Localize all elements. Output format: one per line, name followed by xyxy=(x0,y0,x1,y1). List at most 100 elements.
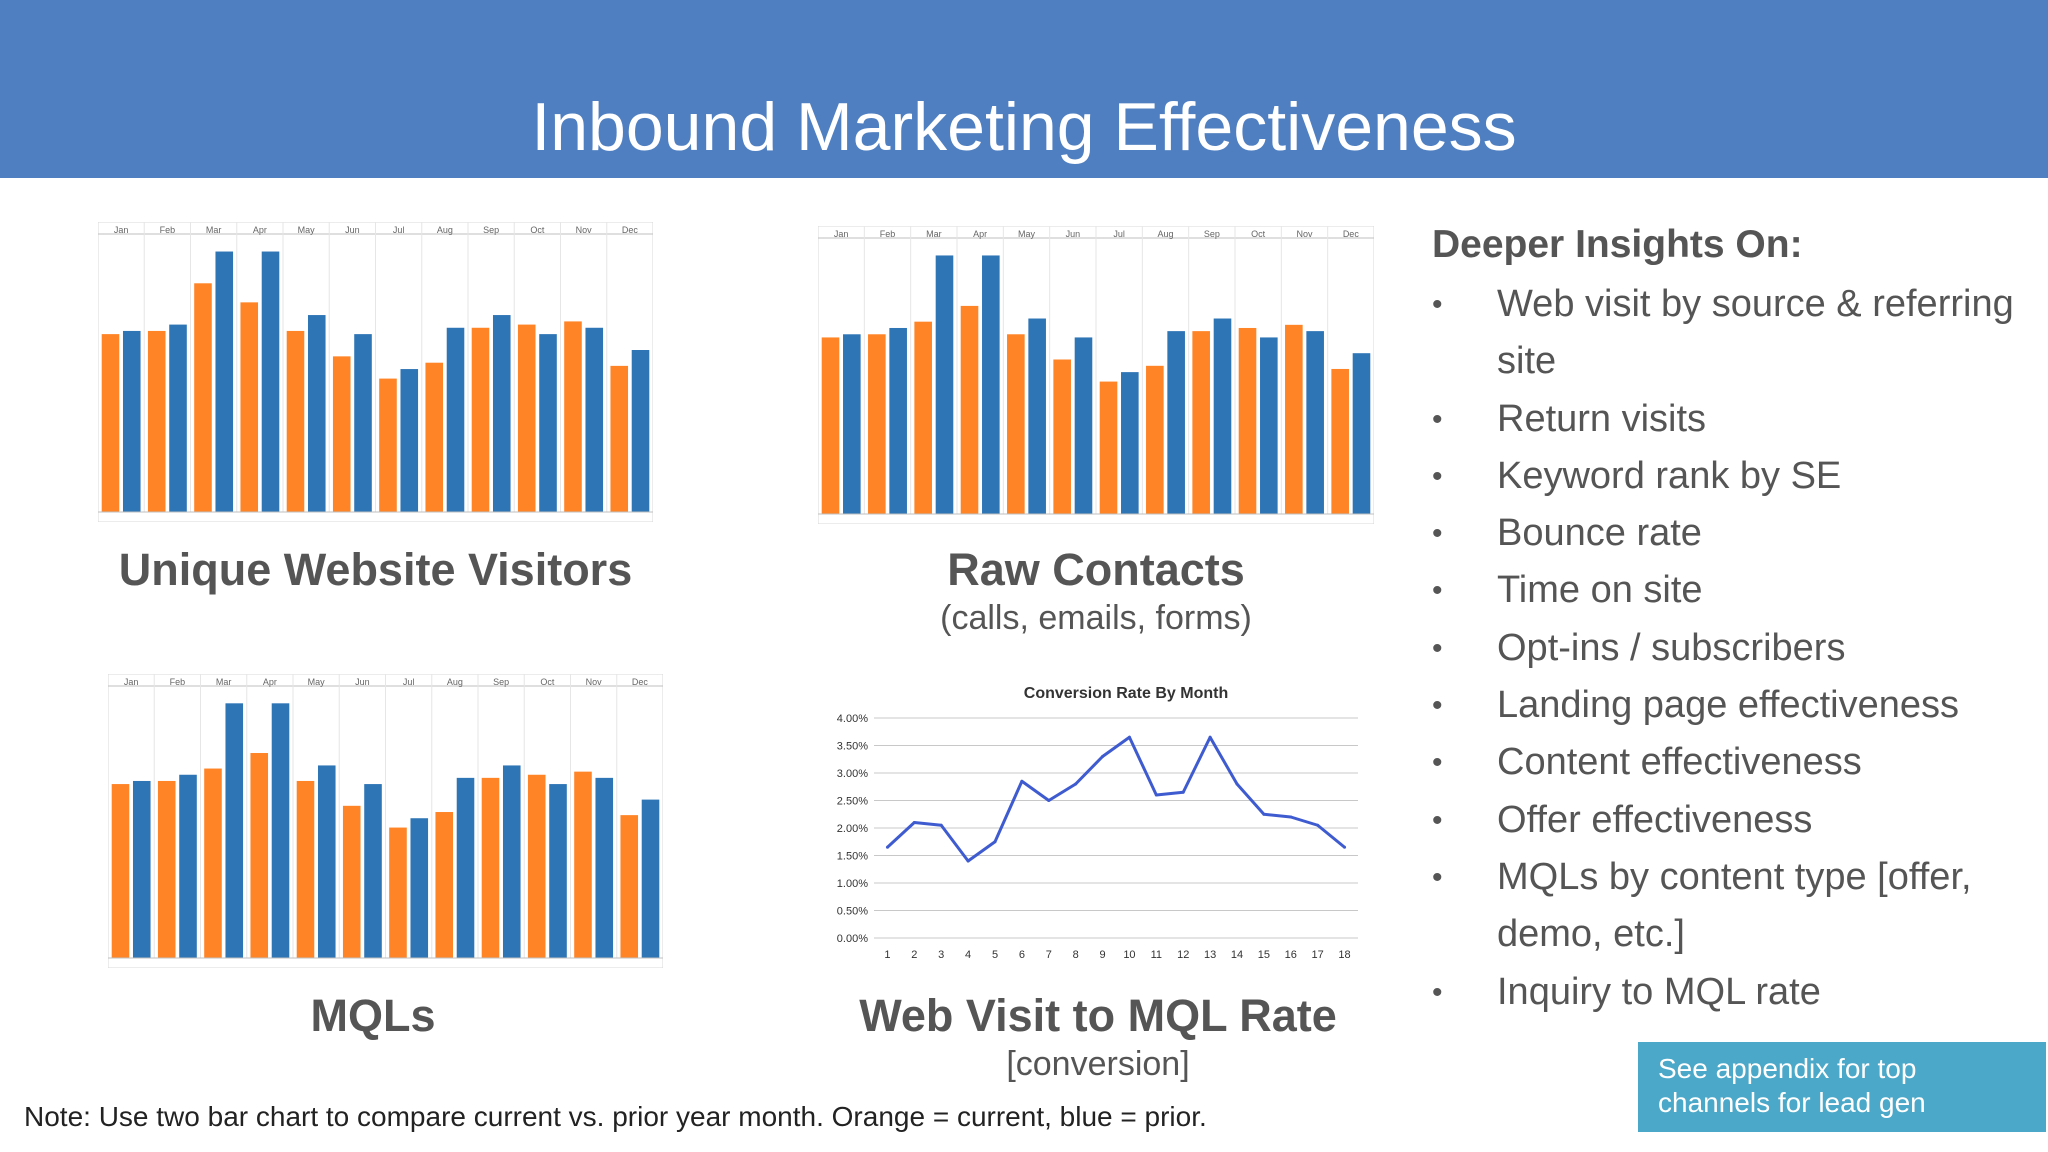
x-tick-label: Oct xyxy=(530,225,545,235)
data-point xyxy=(1154,793,1158,797)
footnote: Note: Use two bar chart to compare curre… xyxy=(24,1101,1207,1132)
bar-prior xyxy=(261,251,280,512)
bar-current xyxy=(425,362,444,512)
bar-current xyxy=(286,330,305,512)
visitors-bar-chart: Jan Feb Mar Apr May Jun Jul Aug Sep Oct Nov Dec xyxy=(98,222,653,522)
x-tick-label: May xyxy=(308,677,326,687)
x-tick-label: 17 xyxy=(1312,949,1324,961)
mqls-bar-chart: Jan Feb Mar Apr May Jun Jul Aug Sep Oct Nov Dec xyxy=(108,674,663,968)
x-tick-label: 15 xyxy=(1258,949,1270,961)
x-tick-label: May xyxy=(1018,229,1036,239)
insight-text: Inquiry to MQL rate xyxy=(1497,970,1821,1013)
insight-item: • Keyword rank by SE xyxy=(1432,448,2042,505)
data-point xyxy=(912,821,916,824)
bar-current xyxy=(868,334,886,514)
x-tick-label: Apr xyxy=(263,677,277,687)
bar-current xyxy=(389,827,407,958)
insight-item: • Opt-ins / subscribers xyxy=(1432,620,2042,677)
bullet-icon: • xyxy=(1432,803,1443,837)
rate-subcaption: [conversion] xyxy=(1006,1045,1190,1083)
bar-prior xyxy=(446,327,465,512)
insight-text: Offer effectiveness xyxy=(1497,798,1813,841)
bar-prior xyxy=(1260,337,1278,514)
x-tick-label: 16 xyxy=(1285,949,1297,961)
insight-text: Content effectiveness xyxy=(1497,741,1862,784)
x-tick-label: Sep xyxy=(483,225,499,235)
bar-current xyxy=(435,812,454,958)
bar-prior xyxy=(317,765,336,958)
conversion-line-chart: Conversion Rate By Month 0.00% 0.50% 1.00% 1… xyxy=(826,676,1366,972)
bar-prior xyxy=(631,350,650,512)
contacts-bar-chart: Jan Feb Mar Apr May Jun Jul Aug Sep Oct Nov Dec xyxy=(818,226,1374,524)
x-tick-label: May xyxy=(298,225,316,235)
bar-prior xyxy=(1306,331,1324,514)
insights-panel: Deeper Insights On: • Web visit by source… xyxy=(1432,218,2042,1021)
y-tick-label: 3.00% xyxy=(837,768,868,780)
bar-current xyxy=(157,780,176,958)
insight-item: • Content effectiveness xyxy=(1432,734,2042,791)
bar-current xyxy=(1007,334,1025,514)
x-tick-label: Jan xyxy=(124,677,139,687)
x-tick-label: Dec xyxy=(632,677,649,687)
data-point xyxy=(1262,812,1266,816)
bar-prior xyxy=(1167,331,1185,514)
slide-title: Inbound Marketing Effectiveness xyxy=(531,89,1517,165)
bullet-icon: • xyxy=(1432,860,1443,894)
x-tick-label: 4 xyxy=(965,949,971,961)
x-tick-label: Nov xyxy=(1296,229,1313,239)
contacts-caption: Raw Contacts xyxy=(947,544,1245,595)
bullet-icon: • xyxy=(1432,574,1443,608)
insight-text: Return visits xyxy=(1497,397,1707,440)
bar-current xyxy=(481,777,500,958)
x-tick-label: 13 xyxy=(1204,949,1216,961)
bar-prior xyxy=(585,327,604,512)
data-point xyxy=(939,823,943,827)
x-tick-label: Sep xyxy=(1204,229,1220,239)
insight-item: • Inquiry to MQL rate xyxy=(1432,964,2042,1021)
data-point xyxy=(966,859,970,863)
bar-prior xyxy=(456,777,475,958)
bar-current xyxy=(620,815,639,958)
insight-text: Web visit by source & referring site xyxy=(1497,283,2014,383)
data-point xyxy=(1208,735,1212,739)
x-tick-label: Sep xyxy=(493,677,509,687)
x-tick-label: Oct xyxy=(1251,229,1266,239)
y-tick-label: 3.50% xyxy=(837,741,868,753)
bar-prior xyxy=(215,251,234,512)
x-tick-label: Jan xyxy=(834,229,849,239)
appendix-line-1: See appendix for top xyxy=(1658,1053,1917,1084)
bar-prior xyxy=(889,327,907,514)
insight-text: Keyword rank by SE xyxy=(1497,454,1842,497)
bar-current xyxy=(914,321,932,514)
bar-prior xyxy=(492,315,511,512)
x-tick-label: Oct xyxy=(540,677,555,687)
data-point xyxy=(1020,779,1024,783)
bar-current xyxy=(1285,324,1303,514)
x-tick-label: Apr xyxy=(253,225,267,235)
y-tick-label: 4.00% xyxy=(837,713,868,725)
bar-prior xyxy=(502,765,521,958)
x-tick-label: 11 xyxy=(1151,949,1162,961)
rate-caption: Web Visit to MQL Rate xyxy=(859,990,1337,1041)
x-tick-label: Jul xyxy=(1113,229,1125,239)
bar-prior xyxy=(122,330,141,512)
x-tick-label: 2 xyxy=(911,949,917,961)
insight-text: Opt-ins / subscribers xyxy=(1497,626,1846,669)
bar-prior xyxy=(400,369,419,512)
x-tick-label: Jun xyxy=(1066,229,1081,239)
data-point xyxy=(1101,755,1105,758)
data-point xyxy=(885,845,889,849)
bar-current xyxy=(821,337,840,514)
bar-prior xyxy=(169,324,187,512)
bar-prior xyxy=(1213,318,1232,514)
bar-prior xyxy=(225,703,244,958)
insight-item: • Offer effectiveness xyxy=(1432,792,2042,849)
insight-item: • Time on site xyxy=(1432,562,2042,619)
bar-prior xyxy=(364,784,382,958)
bar-current xyxy=(379,378,397,512)
x-tick-label: Mar xyxy=(206,225,222,235)
bar-current xyxy=(1146,365,1164,514)
x-tick-label: Jun xyxy=(355,677,370,687)
bullet-icon: • xyxy=(1432,975,1443,1009)
data-point xyxy=(1181,790,1185,794)
